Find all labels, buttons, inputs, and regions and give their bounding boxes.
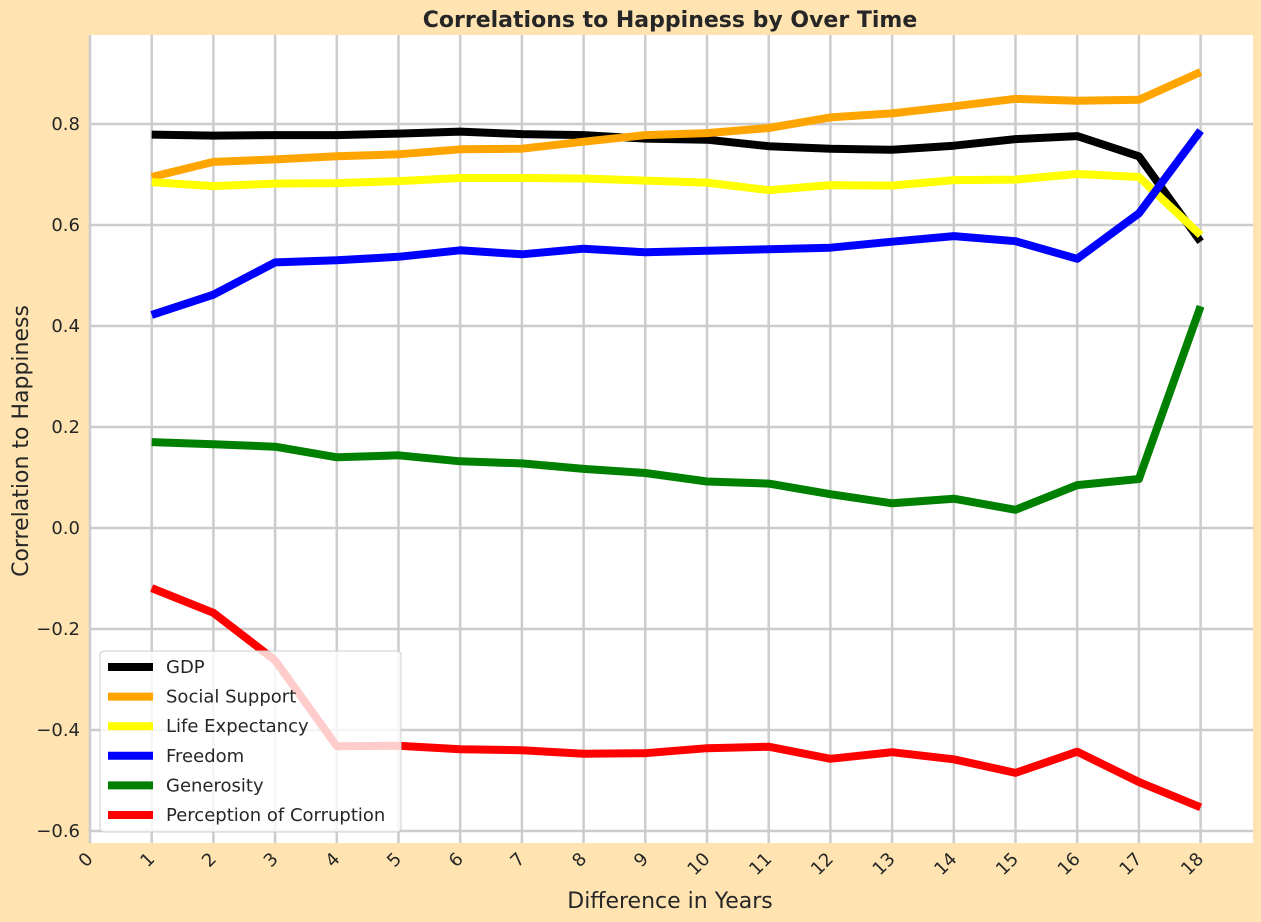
- series-line-social-support: [150, 68, 1203, 181]
- x-tick-label: 10: [683, 849, 714, 880]
- x-tick-label: 4: [321, 849, 344, 872]
- legend-label-gdp: GDP: [166, 657, 205, 678]
- series-line-generosity: [151, 304, 1205, 514]
- y-tick-label: 0.8: [51, 114, 80, 135]
- y-tick-label: 0.4: [51, 316, 80, 337]
- x-tick-label: 18: [1177, 849, 1208, 880]
- y-tick-labels: −0.6 −0.4 −0.2 0.0 0.2 0.4 0.6 0.8: [36, 114, 80, 842]
- legend-label-life-expectancy: Life Expectancy: [166, 716, 309, 737]
- x-tick-label: 5: [383, 849, 406, 872]
- x-tick-label: 13: [869, 849, 900, 880]
- x-tick-label: 8: [568, 849, 591, 872]
- y-tick-label: 0.2: [51, 417, 80, 438]
- x-tick-label: 16: [1054, 849, 1085, 880]
- y-tick-label: −0.6: [36, 821, 80, 842]
- y-tick-label: −0.4: [36, 720, 80, 741]
- x-tick-label: 17: [1115, 849, 1146, 880]
- legend: GDP Social Support Life Expectancy Freedom G…: [99, 650, 402, 833]
- x-tick-label: 0: [75, 849, 98, 872]
- series-line-freedom: [150, 128, 1204, 319]
- series-line-gdp: [151, 127, 1204, 245]
- legend-box: [99, 650, 402, 833]
- x-tick-labels: 0 1 2 3 4 5 6 7 8 9 10 11 12 13 14 15 16 17 18: [75, 849, 1209, 880]
- legend-label-generosity: Generosity: [166, 775, 264, 796]
- x-tick-label: 2: [198, 849, 221, 872]
- y-axis-label: Correlation to Happiness: [9, 305, 34, 577]
- grid: [88, 35, 1253, 843]
- x-tick-label: 7: [506, 849, 529, 872]
- y-tick-label: 0.6: [51, 215, 80, 236]
- x-tick-label: 3: [260, 849, 283, 872]
- x-tick-label: 1: [136, 849, 159, 872]
- x-axis-label: Difference in Years: [567, 889, 773, 914]
- legend-label-perception-of-corruption: Perception of Corruption: [166, 805, 385, 826]
- x-tick-label: 6: [445, 849, 468, 872]
- legend-label-freedom: Freedom: [166, 746, 244, 767]
- x-tick-label: 12: [807, 849, 838, 880]
- x-tick-label: 11: [745, 849, 776, 880]
- x-tick-label: 15: [992, 849, 1023, 880]
- y-tick-label: −0.2: [36, 619, 80, 640]
- y-tick-label: 0.0: [51, 518, 80, 539]
- x-tick-label: 14: [930, 849, 961, 880]
- x-tick-label: 9: [630, 849, 653, 872]
- legend-label-social-support: Social Support: [166, 687, 296, 708]
- chart-title: Correlations to Happiness by Over Time: [423, 8, 917, 33]
- series-line-life-expectancy: [151, 170, 1204, 239]
- series-lines: [150, 68, 1205, 812]
